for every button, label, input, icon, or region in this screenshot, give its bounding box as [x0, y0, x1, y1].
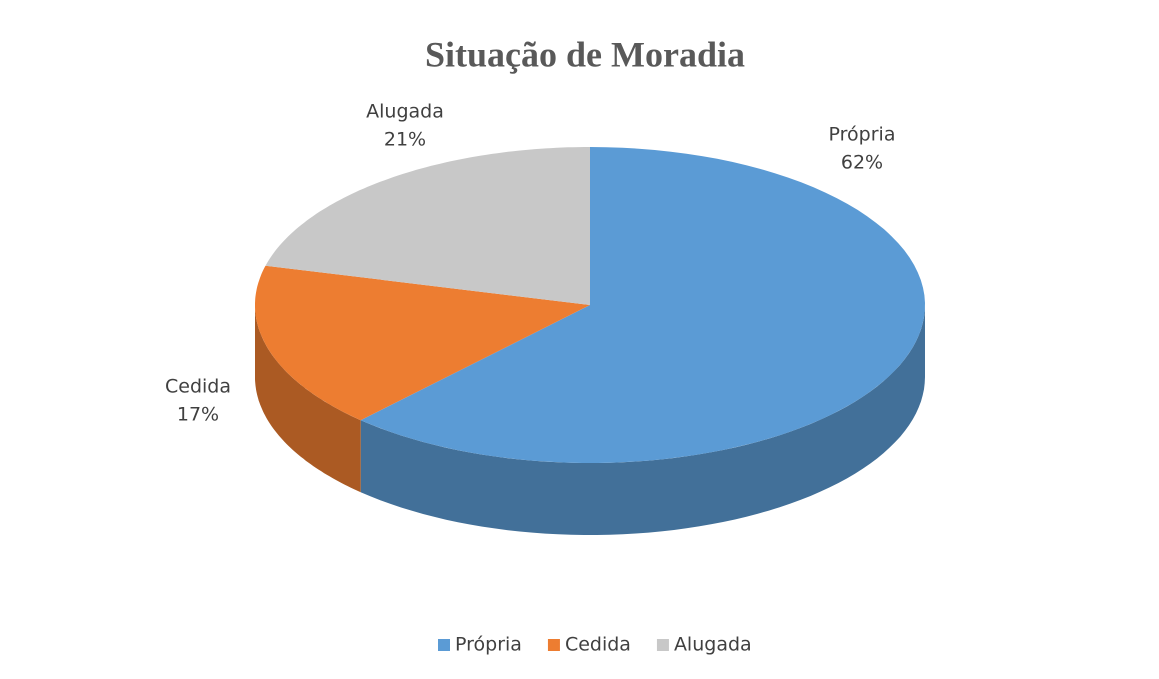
legend-swatch — [656, 639, 669, 651]
slice — [255, 265, 590, 421]
slice — [360, 147, 925, 463]
label-value: 21% — [384, 129, 426, 151]
label-name: Cedida — [165, 376, 231, 398]
slice-side — [255, 305, 361, 493]
legend: Própria Cedida Alugada — [438, 634, 752, 656]
label-value: 62% — [841, 152, 883, 174]
legend-swatch — [547, 639, 560, 651]
legend-label: Cedida — [565, 634, 631, 656]
legend-label: Própria — [455, 634, 522, 656]
pie — [255, 147, 925, 535]
slice — [265, 147, 590, 305]
chart-title: Situação de Moradia — [425, 34, 745, 74]
label-name: Alugada — [366, 101, 444, 123]
label-value: 17% — [177, 404, 219, 426]
data-labels: Própria 62% Cedida 17% Alugada 21% — [165, 101, 895, 426]
slice-side — [360, 305, 925, 535]
legend-swatch — [438, 639, 450, 651]
legend-label: Alugada — [674, 634, 752, 656]
label-name: Própria — [829, 124, 896, 146]
